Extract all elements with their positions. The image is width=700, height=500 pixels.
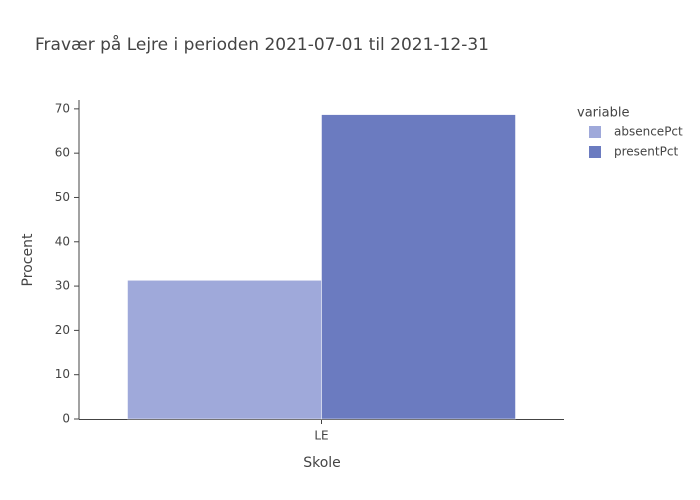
y-tick-label: 20 bbox=[55, 323, 70, 337]
legend-label: presentPct bbox=[614, 145, 678, 159]
x-axis-title: Skole bbox=[303, 455, 341, 471]
legend-title: variable bbox=[577, 106, 629, 121]
legend-swatch bbox=[589, 126, 601, 138]
y-tick-label: 70 bbox=[55, 101, 70, 115]
chart-title: Fravær på Lejre i perioden 2021-07-01 ti… bbox=[35, 34, 489, 55]
legend-swatch bbox=[589, 146, 601, 158]
y-tick-label: 0 bbox=[62, 412, 70, 426]
y-tick-label: 10 bbox=[55, 367, 70, 381]
bar bbox=[321, 114, 516, 420]
y-axis-title: Procent bbox=[20, 233, 36, 286]
y-tick-label: 60 bbox=[55, 146, 70, 160]
bar bbox=[127, 280, 322, 420]
y-tick-label: 50 bbox=[55, 190, 70, 204]
y-tick-label: 40 bbox=[55, 234, 70, 248]
x-tick-label: LE bbox=[314, 429, 328, 443]
legend-label: absencePct bbox=[614, 125, 683, 139]
y-tick-label: 30 bbox=[55, 279, 70, 293]
